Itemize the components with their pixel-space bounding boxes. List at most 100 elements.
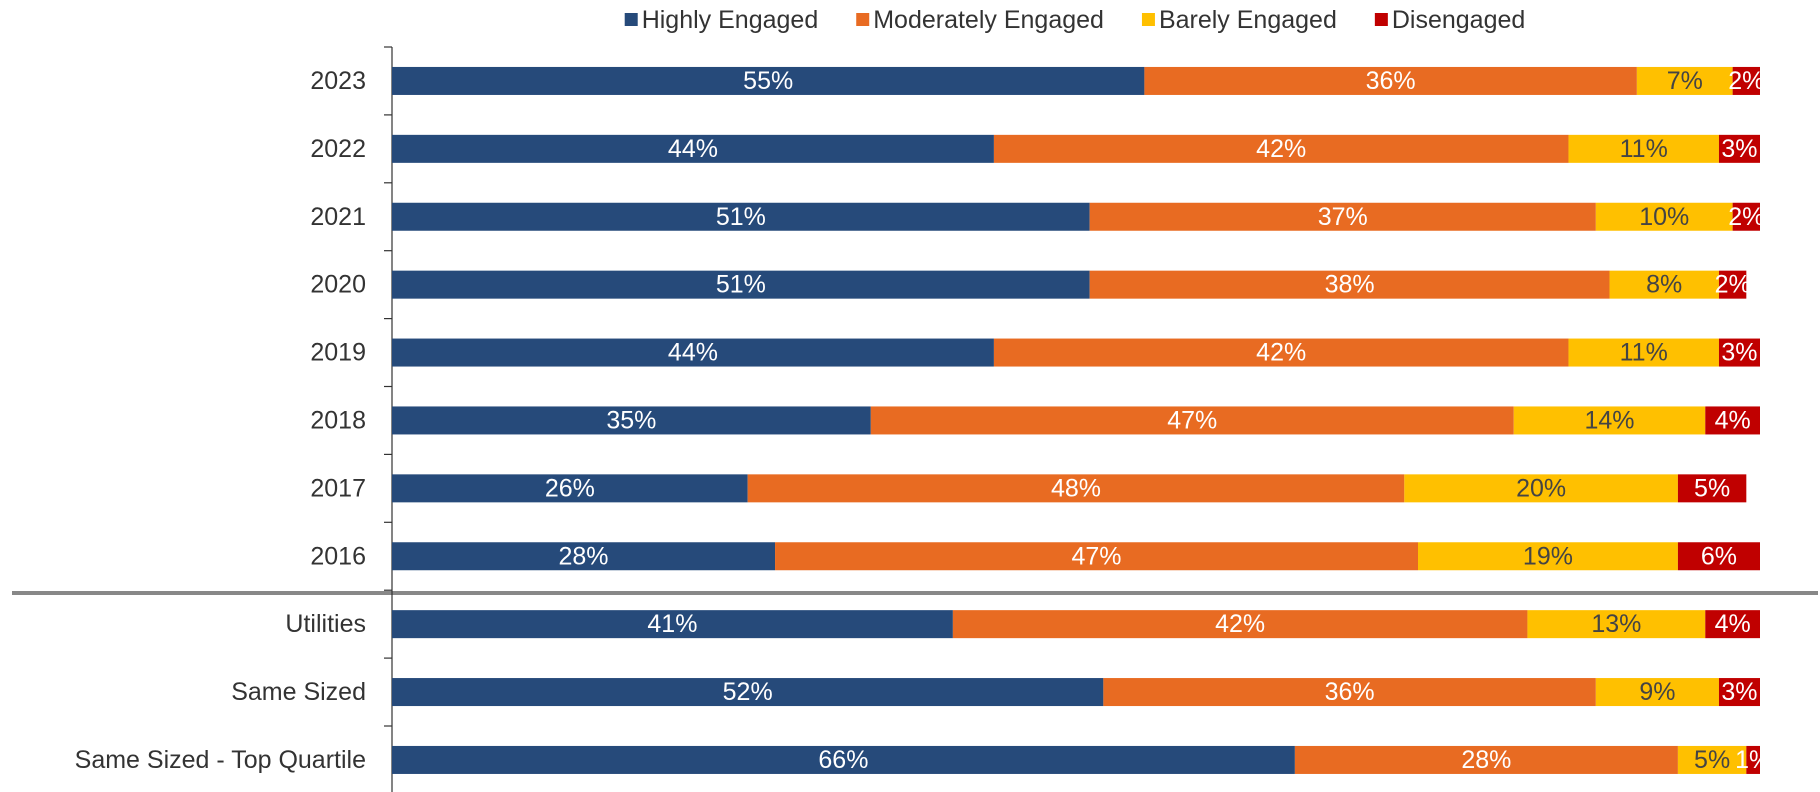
bar-segment xyxy=(1568,338,1719,367)
data-label: 37% xyxy=(1318,203,1368,231)
data-label: 3% xyxy=(1721,339,1757,367)
bar-segment xyxy=(1636,66,1733,95)
bar-segment xyxy=(993,134,1569,163)
bar-segment xyxy=(392,542,776,571)
bar-segment xyxy=(1732,66,1760,95)
data-label: 42% xyxy=(1256,339,1306,367)
data-label: 26% xyxy=(545,474,595,502)
data-label: 2% xyxy=(1728,67,1764,95)
data-label: 3% xyxy=(1721,678,1757,706)
bar-segment xyxy=(1568,134,1719,163)
data-label: 2% xyxy=(1715,271,1751,299)
data-label: 35% xyxy=(606,406,656,434)
y-tick-label: 2019 xyxy=(310,339,366,367)
data-label: 41% xyxy=(647,610,697,638)
data-label: 47% xyxy=(1071,542,1121,570)
bar-segment xyxy=(1718,678,1760,707)
bar-segment xyxy=(1677,474,1747,503)
y-tick-label: 2021 xyxy=(310,203,366,231)
bar-segment xyxy=(870,406,1514,435)
data-label: 28% xyxy=(558,542,608,570)
data-label: 42% xyxy=(1215,610,1265,638)
bar-segment xyxy=(1513,406,1706,435)
bar-segment xyxy=(392,406,871,435)
data-label: 2% xyxy=(1728,203,1764,231)
data-label: 44% xyxy=(668,135,718,163)
bar-segment xyxy=(1677,745,1747,774)
bar-segment xyxy=(1705,610,1760,639)
legend-label: Disengaged xyxy=(1392,6,1525,34)
y-tick-label: 2023 xyxy=(310,67,366,95)
legend-label: Highly Engaged xyxy=(642,6,819,34)
bar-segment xyxy=(1609,270,1719,299)
bar-segment xyxy=(1677,542,1760,571)
data-label: 66% xyxy=(818,746,868,774)
bar-segment xyxy=(747,474,1405,503)
data-label: 1% xyxy=(1735,746,1771,774)
y-tick-label: 2020 xyxy=(310,271,366,299)
bar-segment xyxy=(392,66,1145,95)
data-label: 13% xyxy=(1591,610,1641,638)
bar-segment xyxy=(392,134,994,163)
data-label: 51% xyxy=(716,203,766,231)
data-label: 52% xyxy=(723,678,773,706)
legend-label: Moderately Engaged xyxy=(873,6,1104,34)
bar-segment xyxy=(1089,202,1596,231)
bar-segment xyxy=(392,474,748,503)
y-tick-label: Utilities xyxy=(285,610,366,638)
data-label: 47% xyxy=(1167,406,1217,434)
data-label: 11% xyxy=(1620,135,1668,163)
data-label: 6% xyxy=(1701,542,1737,570)
y-tick-label: 2016 xyxy=(310,542,366,570)
bar-segment xyxy=(1418,542,1678,571)
data-label: 38% xyxy=(1325,271,1375,299)
bar-segment xyxy=(1089,270,1610,299)
legend-label: Barely Engaged xyxy=(1159,6,1337,34)
data-label: 5% xyxy=(1694,474,1730,502)
bar-segment xyxy=(1103,678,1596,707)
legend-swatch xyxy=(1374,13,1388,26)
bar-segment xyxy=(392,202,1090,231)
y-tick-label: Same Sized xyxy=(231,678,366,706)
data-label: 51% xyxy=(716,271,766,299)
bar-segment xyxy=(1718,338,1760,367)
bar-segment xyxy=(1595,202,1733,231)
data-label: 42% xyxy=(1256,135,1306,163)
data-label: 48% xyxy=(1051,474,1101,502)
data-label: 3% xyxy=(1721,135,1757,163)
data-label: 4% xyxy=(1715,406,1751,434)
data-label: 10% xyxy=(1639,203,1689,231)
data-label: 28% xyxy=(1461,746,1511,774)
bar-segment xyxy=(1144,66,1637,95)
bar-segment xyxy=(775,542,1418,571)
bar-segment xyxy=(1732,202,1760,231)
data-label: 7% xyxy=(1667,67,1703,95)
data-label: 4% xyxy=(1715,610,1751,638)
y-tick-label: 2022 xyxy=(310,135,366,163)
data-label: 11% xyxy=(1620,339,1668,367)
legend-swatch xyxy=(624,13,638,26)
bar-segment xyxy=(1595,678,1719,707)
data-label: 14% xyxy=(1584,406,1634,434)
y-tick-label: Same Sized - Top Quartile xyxy=(75,746,366,774)
legend-swatch xyxy=(1141,13,1155,26)
y-tick-label: 2017 xyxy=(310,474,366,502)
data-label: 36% xyxy=(1366,67,1416,95)
data-label: 8% xyxy=(1646,271,1682,299)
bar-segment xyxy=(1294,745,1678,774)
bar-segment xyxy=(1718,134,1760,163)
bar-segment xyxy=(392,270,1090,299)
legend-swatch xyxy=(856,13,870,26)
bar-segment xyxy=(1527,610,1706,639)
bar-segment xyxy=(993,338,1569,367)
bar-segment xyxy=(392,610,953,639)
data-label: 5% xyxy=(1694,746,1730,774)
data-label: 44% xyxy=(668,339,718,367)
bar-segment xyxy=(1705,406,1760,435)
bar-segment xyxy=(392,338,994,367)
data-label: 55% xyxy=(743,67,793,95)
bar-segment xyxy=(392,745,1295,774)
bar-segment xyxy=(1718,270,1747,299)
data-label: 9% xyxy=(1639,678,1675,706)
